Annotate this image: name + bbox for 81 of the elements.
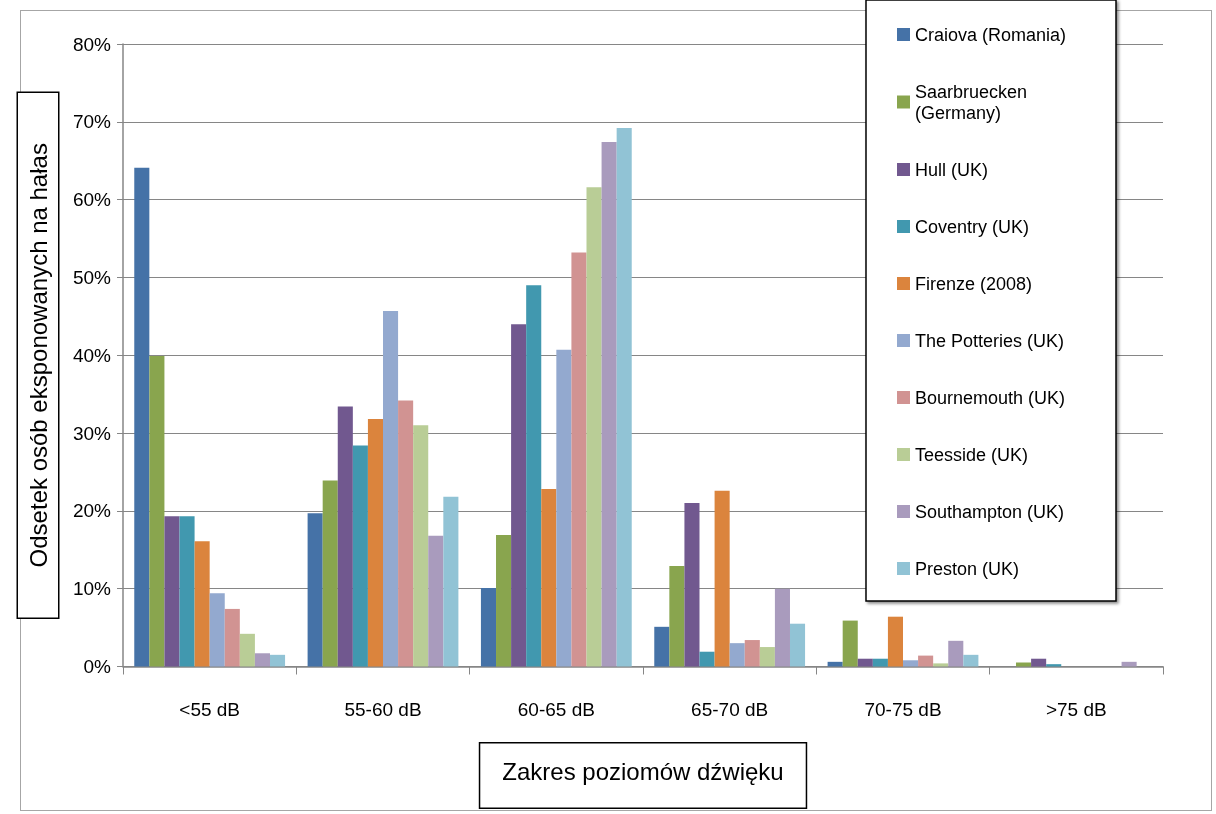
bar (1031, 658, 1047, 667)
bar (428, 535, 444, 667)
bar (443, 496, 459, 667)
bar (963, 654, 979, 667)
bar (744, 640, 760, 667)
bar (556, 349, 572, 667)
legend-label: Coventry (UK) (915, 216, 1030, 237)
bar (224, 608, 240, 667)
y-tick-label: 30% (72, 422, 112, 444)
bar (654, 626, 670, 667)
y-tick-label: 20% (72, 500, 112, 522)
y-tick-label: 40% (72, 344, 112, 366)
bar (480, 587, 497, 667)
legend-label: Saarbruecken (Germany) (915, 81, 1033, 123)
legend-label: Bournemouth (UK) (915, 387, 1066, 408)
bar (759, 647, 775, 667)
y-tick-label: 70% (72, 111, 112, 133)
x-tick-label: >75 dB (1045, 698, 1107, 720)
bar (729, 643, 745, 667)
bar (872, 658, 888, 667)
bar (903, 660, 919, 667)
x-tick-label: <55 dB (179, 698, 241, 720)
bar (669, 566, 685, 667)
bar (179, 516, 195, 667)
bar (254, 653, 270, 667)
bar (367, 419, 383, 667)
bar (918, 655, 934, 667)
bar (209, 593, 225, 667)
bar (526, 285, 542, 667)
bar (684, 503, 700, 667)
bar (541, 489, 557, 667)
bar (616, 128, 632, 667)
bar (774, 588, 790, 667)
y-tick-label: 0% (83, 656, 112, 677)
bar (827, 661, 843, 667)
bar (842, 620, 858, 667)
y-tick-label: 60% (72, 189, 112, 211)
x-tick-label: 60-65 dB (517, 698, 595, 720)
bar (789, 623, 806, 667)
x-tick-label: 65-70 dB (691, 698, 769, 720)
legend-label: Craiova (Romania) (915, 24, 1067, 45)
bar (933, 663, 949, 667)
bar (352, 445, 368, 667)
bar (398, 400, 414, 667)
legend-label: Southampton (UK) (915, 501, 1065, 522)
bar (1046, 664, 1062, 667)
bar (601, 142, 617, 667)
bar (1121, 661, 1137, 667)
bar (1016, 662, 1032, 667)
bar (337, 406, 353, 667)
bar (149, 356, 165, 667)
bar (586, 187, 602, 667)
bar (239, 633, 255, 667)
bar (699, 651, 715, 667)
bar (194, 541, 210, 667)
bar (413, 425, 429, 667)
bar (714, 490, 730, 667)
bar (322, 480, 338, 667)
bar (496, 535, 512, 667)
bar (164, 516, 180, 667)
bar (511, 324, 527, 667)
bar (571, 252, 587, 667)
bar (383, 310, 399, 667)
bar (857, 658, 873, 667)
bar (307, 513, 323, 667)
y-tick-label: 50% (72, 266, 112, 288)
legend-label: Firenze (2008) (915, 273, 1033, 294)
y-tick-label: 80% (72, 33, 112, 55)
x-tick-label: 70-75 dB (864, 698, 942, 720)
x-axis-title: Zakres poziomów dźwięku (502, 758, 784, 785)
bar (948, 640, 964, 667)
legend-label: The Potteries (UK) (915, 330, 1065, 351)
y-tick-label: 10% (72, 578, 112, 600)
legend-label: Preston (UK) (915, 558, 1020, 579)
bar (887, 616, 903, 667)
bar (134, 167, 150, 667)
legend-label: Teesside (UK) (915, 444, 1029, 465)
y-axis-title: Odsetek osób eksponowanych na hałas (24, 143, 52, 568)
x-tick-label: 55-60 dB (344, 698, 422, 720)
bar (269, 654, 286, 667)
legend-label: Hull (UK) (915, 159, 989, 180)
